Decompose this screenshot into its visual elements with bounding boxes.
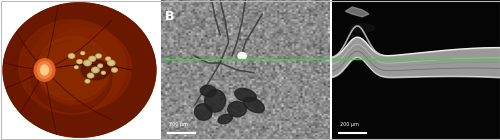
Text: A: A xyxy=(2,10,11,23)
Ellipse shape xyxy=(113,69,116,71)
Ellipse shape xyxy=(244,97,264,113)
Ellipse shape xyxy=(99,65,102,67)
Circle shape xyxy=(38,42,110,104)
Ellipse shape xyxy=(81,52,84,55)
Ellipse shape xyxy=(68,54,74,58)
Ellipse shape xyxy=(74,66,78,68)
Ellipse shape xyxy=(84,60,91,66)
Ellipse shape xyxy=(88,73,94,78)
Ellipse shape xyxy=(235,88,256,102)
Ellipse shape xyxy=(109,61,114,65)
Ellipse shape xyxy=(81,60,110,80)
Ellipse shape xyxy=(204,89,226,112)
Polygon shape xyxy=(346,7,369,17)
Ellipse shape xyxy=(34,59,55,81)
Circle shape xyxy=(31,41,112,112)
Ellipse shape xyxy=(106,58,110,60)
Ellipse shape xyxy=(40,65,48,75)
Ellipse shape xyxy=(90,57,94,60)
Ellipse shape xyxy=(97,55,100,57)
Text: B: B xyxy=(164,10,174,23)
Ellipse shape xyxy=(350,24,375,32)
Ellipse shape xyxy=(106,57,110,60)
Circle shape xyxy=(240,54,244,58)
Ellipse shape xyxy=(82,52,84,54)
Circle shape xyxy=(41,45,108,104)
Ellipse shape xyxy=(102,71,105,74)
Ellipse shape xyxy=(200,85,216,97)
Ellipse shape xyxy=(194,104,212,120)
Ellipse shape xyxy=(102,72,104,74)
Circle shape xyxy=(19,20,126,114)
Ellipse shape xyxy=(108,60,115,66)
Text: 200 μm: 200 μm xyxy=(340,122,359,127)
Text: 200 μm: 200 μm xyxy=(170,122,188,127)
Ellipse shape xyxy=(228,102,246,117)
Ellipse shape xyxy=(96,54,102,58)
Circle shape xyxy=(39,28,132,109)
Ellipse shape xyxy=(92,67,99,73)
Ellipse shape xyxy=(98,64,102,67)
Ellipse shape xyxy=(112,68,117,72)
Circle shape xyxy=(30,22,124,105)
Ellipse shape xyxy=(78,60,81,63)
Circle shape xyxy=(238,52,246,60)
Circle shape xyxy=(2,2,156,138)
Ellipse shape xyxy=(93,68,98,72)
Ellipse shape xyxy=(38,62,52,78)
Circle shape xyxy=(37,37,109,100)
Circle shape xyxy=(54,47,108,94)
Ellipse shape xyxy=(85,80,89,83)
Ellipse shape xyxy=(86,61,89,65)
Ellipse shape xyxy=(89,74,92,77)
Ellipse shape xyxy=(89,56,96,61)
Ellipse shape xyxy=(70,55,73,57)
Ellipse shape xyxy=(77,60,82,64)
Ellipse shape xyxy=(86,80,89,82)
Ellipse shape xyxy=(218,114,232,124)
Ellipse shape xyxy=(76,66,78,68)
